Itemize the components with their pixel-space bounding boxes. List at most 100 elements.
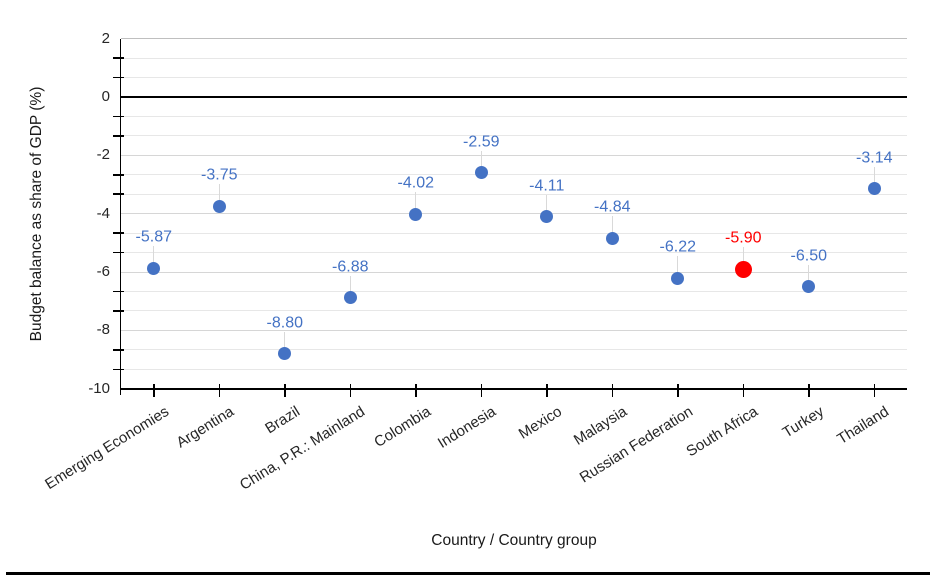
data-label-colombia: -4.02 (397, 174, 434, 192)
major-gridline (121, 154, 907, 156)
data-label-emerging-economies: -5.87 (135, 228, 172, 246)
y-tick-label: -8 (96, 321, 110, 339)
x-category-label: Argentina (173, 402, 238, 452)
x-tick (415, 383, 417, 397)
y-tick-label: -2 (96, 146, 110, 164)
x-category-label: Mexico (515, 402, 565, 443)
minor-gridline (121, 290, 907, 292)
y-minor-tick (113, 251, 124, 254)
data-label-mexico: -4.11 (529, 177, 565, 195)
x-category-label: Emerging Economies (41, 402, 172, 493)
x-category-label: South Africa (683, 402, 762, 460)
minor-gridline (121, 115, 907, 117)
label-leader-line (284, 331, 286, 348)
data-label-indonesia: -2.59 (463, 133, 500, 151)
minor-gridline (121, 368, 907, 370)
minor-gridline (121, 252, 907, 254)
x-category-label: Thailand (834, 402, 893, 448)
minor-gridline (121, 349, 907, 351)
y-tick-label: -10 (88, 379, 110, 397)
x-tick (349, 383, 351, 397)
bottom-rule (6, 572, 930, 575)
y-minor-tick (113, 76, 124, 79)
label-leader-line (349, 275, 351, 292)
x-tick (808, 383, 810, 397)
x-axis-line (119, 387, 907, 390)
data-point-malaysia (605, 231, 619, 245)
y-tick-label: 0 (101, 88, 110, 105)
data-point-south-africa (734, 260, 752, 278)
minor-gridline (121, 77, 907, 79)
data-label-argentina: -3.75 (201, 166, 238, 184)
y-minor-tick (113, 349, 124, 351)
y-minor-tick (113, 232, 124, 234)
data-label-russian-federation: -6.22 (659, 238, 696, 256)
data-label-turkey: -6.50 (790, 247, 827, 265)
major-gridline (121, 329, 907, 331)
label-leader-line (546, 194, 548, 211)
x-tick (480, 383, 482, 397)
y-tick-label: 2 (101, 29, 110, 47)
data-point-china-p-r-mainland (343, 291, 357, 305)
label-leader-line (218, 184, 220, 200)
minor-gridline (121, 232, 907, 234)
label-leader-line (677, 256, 679, 272)
label-leader-line (611, 216, 613, 232)
label-leader-line (808, 264, 810, 281)
x-tick (153, 383, 155, 397)
data-point-indonesia (474, 166, 488, 180)
y-minor-tick (113, 290, 124, 293)
label-leader-line (873, 166, 875, 183)
data-point-russian-federation (671, 271, 685, 285)
zero-gridline (121, 96, 907, 98)
label-leader-line (742, 247, 744, 261)
data-label-brazil: -8.80 (266, 314, 303, 332)
x-category-label: Brazil (261, 402, 303, 437)
major-gridline (121, 213, 907, 215)
y-minor-tick (113, 310, 124, 312)
y-axis-title: Budget balance as share of GDP (%) (28, 86, 45, 342)
data-label-south-africa: -5.90 (725, 229, 762, 247)
data-point-turkey (802, 280, 816, 294)
minor-gridline (121, 135, 907, 137)
data-point-mexico (540, 210, 554, 224)
data-point-argentina (212, 199, 226, 213)
y-axis-line (119, 38, 121, 395)
data-point-thailand (867, 182, 881, 196)
x-tick (873, 383, 875, 397)
x-axis-title: Country / Country group (431, 532, 597, 549)
y-minor-tick (113, 193, 124, 195)
label-leader-line (480, 150, 482, 167)
y-minor-tick (113, 135, 124, 137)
y-minor-tick (113, 115, 124, 118)
data-point-emerging-economies (147, 261, 161, 275)
data-point-colombia (409, 207, 423, 221)
minor-gridline (121, 193, 907, 195)
y-tick-label: -6 (96, 263, 110, 281)
data-label-thailand: -3.14 (856, 149, 893, 167)
x-category-label: Turkey (779, 402, 827, 442)
minor-gridline (121, 57, 907, 59)
major-gridline (121, 38, 907, 40)
major-gridline (121, 271, 907, 273)
label-leader-line (415, 192, 417, 208)
minor-gridline (121, 310, 907, 312)
data-point-brazil (278, 347, 292, 361)
x-tick (677, 383, 679, 397)
data-label-malaysia: -4.84 (594, 198, 631, 216)
x-category-label: Indonesia (435, 402, 500, 452)
x-category-label: Russian Federation (576, 402, 696, 487)
minor-gridline (121, 174, 907, 176)
y-minor-tick (113, 174, 124, 176)
x-tick (284, 383, 286, 397)
y-minor-tick (113, 57, 124, 59)
x-tick (546, 383, 548, 397)
x-category-label: Colombia (371, 402, 434, 451)
label-leader-line (153, 246, 155, 262)
y-tick-label: -4 (96, 204, 110, 222)
x-tick (742, 383, 744, 397)
data-label-china-p-r-mainland: -6.88 (332, 258, 369, 276)
x-tick (611, 383, 613, 397)
y-minor-tick (113, 368, 124, 370)
